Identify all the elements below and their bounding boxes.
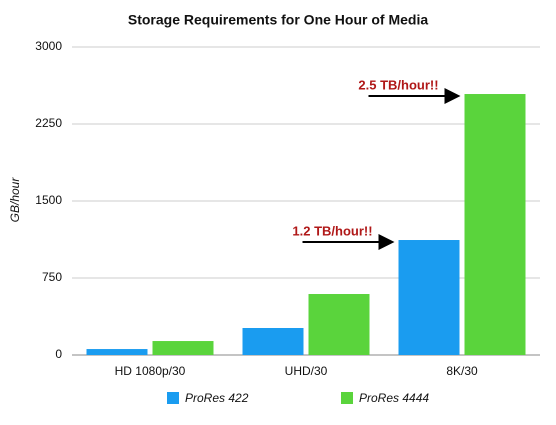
legend-label: ProRes 4444: [359, 391, 429, 405]
y-tick-label: 750: [42, 270, 62, 284]
bar: [464, 94, 526, 355]
bar: [398, 240, 460, 355]
y-tick-label: 0: [55, 347, 62, 361]
y-axis-label: GB/hour: [8, 177, 22, 223]
annotation: 2.5 TB/hour!!: [358, 77, 438, 92]
legend-label: ProRes 422: [185, 391, 249, 405]
chart-title: Storage Requirements for One Hour of Med…: [128, 12, 428, 28]
y-tick-label: 2250: [35, 116, 62, 130]
bar: [152, 341, 214, 355]
legend-swatch: [167, 392, 179, 404]
y-tick-label: 3000: [35, 39, 62, 53]
bar: [242, 327, 304, 355]
annotation: 1.2 TB/hour!!: [292, 223, 372, 238]
x-tick-label: 8K/30: [446, 364, 478, 378]
bar: [86, 349, 148, 355]
x-tick-label: UHD/30: [285, 364, 328, 378]
x-tick-label: HD 1080p/30: [115, 364, 186, 378]
legend-swatch: [341, 392, 353, 404]
bar: [308, 294, 370, 355]
y-tick-label: 1500: [35, 193, 62, 207]
